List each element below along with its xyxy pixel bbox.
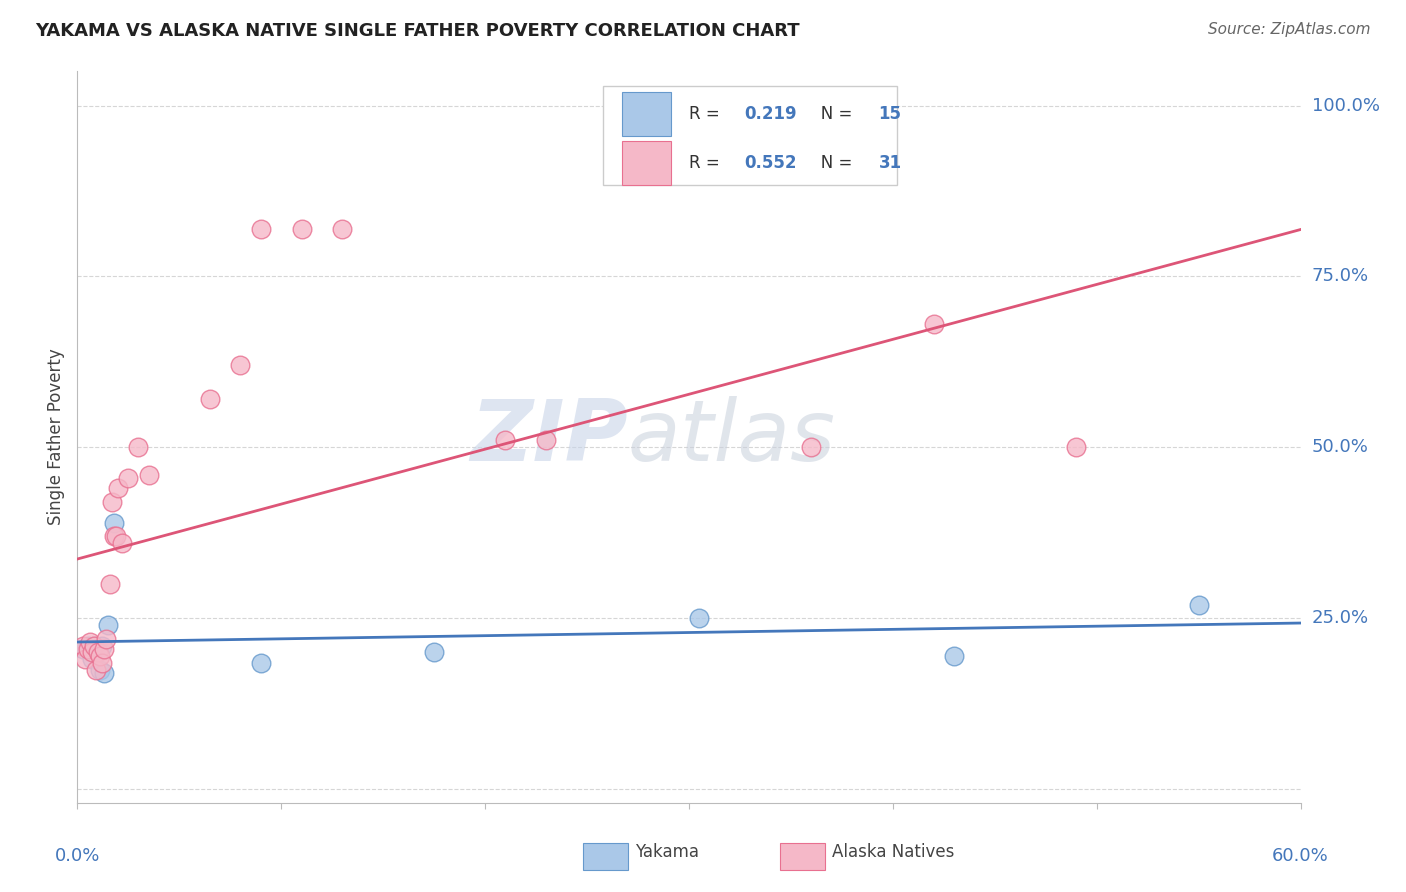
Text: 75.0%: 75.0% <box>1312 268 1369 285</box>
Text: R =: R = <box>689 154 725 172</box>
Point <box>79 635 101 649</box>
Point <box>80 652 103 666</box>
Point <box>107 481 129 495</box>
Point <box>87 642 110 657</box>
Point <box>89 663 111 677</box>
Point <box>76 642 98 657</box>
Point <box>83 639 105 653</box>
Point <box>89 648 111 663</box>
Point <box>423 645 446 659</box>
Point <box>111 536 134 550</box>
Point <box>1066 440 1088 454</box>
Point <box>127 440 149 454</box>
Point <box>534 434 557 448</box>
Point <box>98 577 121 591</box>
Point <box>922 318 945 332</box>
Point <box>290 221 312 235</box>
Point <box>229 359 252 373</box>
Point <box>250 221 273 235</box>
Point <box>101 495 124 509</box>
Text: Alaska Natives: Alaska Natives <box>832 843 955 861</box>
Point <box>76 639 98 653</box>
Text: 15: 15 <box>879 104 901 122</box>
Text: 0.219: 0.219 <box>744 104 797 122</box>
Point <box>93 642 115 657</box>
Point <box>332 221 354 235</box>
Text: ZIP: ZIP <box>470 395 628 479</box>
Text: N =: N = <box>806 154 858 172</box>
Point <box>495 434 517 448</box>
Point <box>72 639 94 653</box>
Point <box>800 440 823 454</box>
Point <box>94 632 117 646</box>
Point <box>103 516 125 530</box>
FancyBboxPatch shape <box>603 86 897 185</box>
Text: 25.0%: 25.0% <box>1312 609 1369 627</box>
Text: 31: 31 <box>879 154 901 172</box>
Point <box>84 663 107 677</box>
Point <box>138 467 160 482</box>
Point <box>75 652 97 666</box>
Point <box>97 618 120 632</box>
Point <box>942 648 965 663</box>
Point <box>83 639 105 653</box>
Text: 0.552: 0.552 <box>744 154 796 172</box>
Text: Source: ZipAtlas.com: Source: ZipAtlas.com <box>1208 22 1371 37</box>
Point <box>250 656 273 670</box>
Point <box>688 611 710 625</box>
Text: 50.0%: 50.0% <box>1312 438 1368 457</box>
Text: YAKAMA VS ALASKA NATIVE SINGLE FATHER POVERTY CORRELATION CHART: YAKAMA VS ALASKA NATIVE SINGLE FATHER PO… <box>35 22 800 40</box>
Point <box>72 642 94 657</box>
Text: 0.0%: 0.0% <box>55 847 100 865</box>
Point <box>105 529 128 543</box>
Text: R =: R = <box>689 104 725 122</box>
Point <box>117 471 139 485</box>
Text: Yakama: Yakama <box>636 843 700 861</box>
FancyBboxPatch shape <box>621 141 671 185</box>
Point <box>93 665 115 680</box>
Text: 100.0%: 100.0% <box>1312 96 1379 114</box>
Point <box>90 639 112 653</box>
Point <box>1187 598 1209 612</box>
Text: N =: N = <box>806 104 858 122</box>
Point <box>90 656 112 670</box>
Y-axis label: Single Father Poverty: Single Father Poverty <box>48 349 66 525</box>
Point <box>103 529 125 543</box>
Point <box>198 392 221 407</box>
FancyBboxPatch shape <box>621 92 671 136</box>
Point <box>80 645 103 659</box>
Text: atlas: atlas <box>628 395 835 479</box>
Text: 60.0%: 60.0% <box>1272 847 1329 865</box>
Point <box>87 645 110 659</box>
